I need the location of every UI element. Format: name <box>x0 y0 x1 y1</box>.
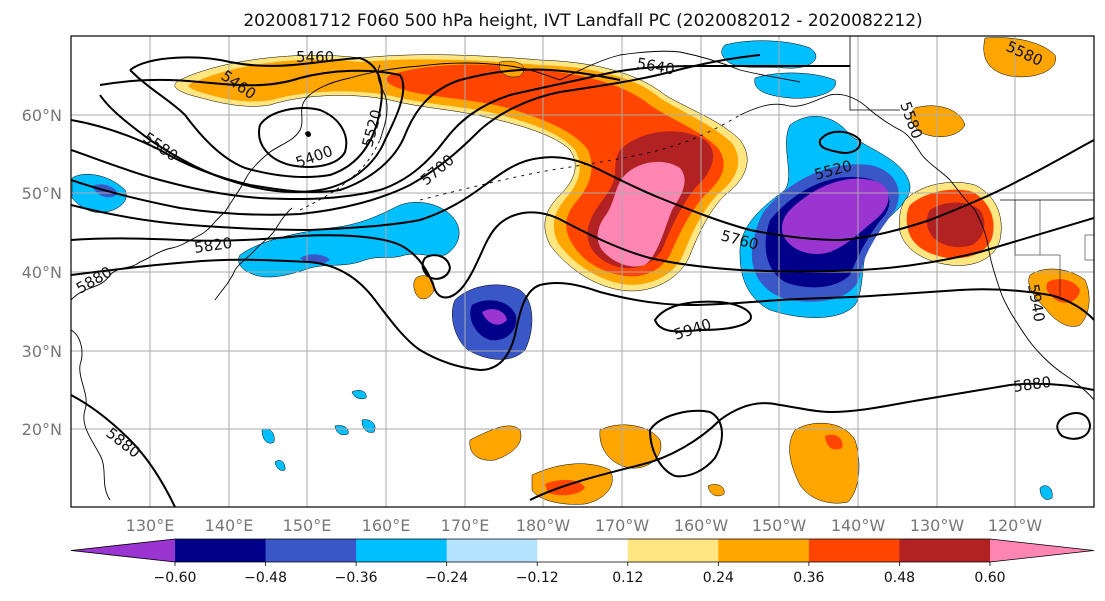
contour-5520 <box>99 69 405 193</box>
positive-region-pnw-small <box>910 105 966 137</box>
lon-tick-label: 170°E <box>441 516 490 535</box>
lon-tick-label: 150°E <box>283 516 332 535</box>
colorbar-tick-label: 0.24 <box>703 570 734 586</box>
lon-tick-label: 160°E <box>362 516 411 535</box>
negative-region-aleutian-north-2 <box>754 72 836 99</box>
colorbar-segment <box>446 539 538 562</box>
contour-5880 <box>71 258 1094 372</box>
negative-island-5 <box>274 460 286 471</box>
positive-region-pnw-core <box>926 202 985 248</box>
positive-region-main-core <box>597 161 685 267</box>
negative-region-central-core <box>482 309 507 325</box>
lon-tick-label: 160°W <box>674 516 729 535</box>
height-contours <box>71 54 1094 507</box>
colorbar-extension-max <box>990 539 1094 562</box>
colorbar-tick-label: 0.60 <box>974 570 1005 586</box>
lon-tick-label: 140°W <box>831 516 886 535</box>
positive-region-south-2-core <box>545 479 585 496</box>
contour-5880-sw <box>71 394 176 507</box>
ivt-shading <box>71 37 1090 505</box>
contour-label: 5880 <box>1012 373 1052 396</box>
lon-tick-label: 130°E <box>126 516 175 535</box>
colorbar-tick-label: 0.12 <box>612 570 643 586</box>
lat-axis: 60°N 50°N 40°N 30°N 20°N <box>22 106 62 439</box>
contour-5580 <box>71 68 621 194</box>
contour-5940 <box>653 300 752 333</box>
colorbar-tick-label: −0.36 <box>335 570 378 586</box>
positive-region-south-5 <box>707 484 725 497</box>
map-panel: 5460 5460 5520 5400 5580 5700 5640 5580 … <box>71 36 1094 507</box>
coastline-asia <box>71 62 561 301</box>
negative-island-6 <box>1039 485 1053 500</box>
lon-tick-label: 170°W <box>595 516 650 535</box>
positive-region-top-right <box>983 37 1056 78</box>
coastline-japan <box>214 207 293 301</box>
lon-tick-label: 150°W <box>752 516 807 535</box>
colorbar-tick-label: −0.48 <box>244 570 287 586</box>
colorbar-tick-label: 0.36 <box>793 570 824 586</box>
contour-5880-tc <box>1056 412 1092 440</box>
contour-5580-se <box>818 130 862 154</box>
contour-5820-loop <box>648 409 723 478</box>
lat-tick-label: 20°N <box>22 420 62 439</box>
colorbar-segment <box>356 539 448 562</box>
colorbar-segment <box>718 539 810 562</box>
contour-5700 <box>71 54 761 216</box>
lat-tick-label: 50°N <box>22 184 62 203</box>
colorbar-segment <box>899 539 991 562</box>
colorbar-tick-label: −0.12 <box>516 570 559 586</box>
negative-region-goa-core <box>781 178 889 255</box>
colorbar-tick-label: −0.60 <box>154 570 197 586</box>
lat-tick-label: 40°N <box>22 263 62 282</box>
colorbar-segment <box>627 539 719 562</box>
contour-5820 <box>71 211 1094 299</box>
colorbar-tick-label: 0.48 <box>884 570 915 586</box>
border-alaska-canada <box>849 36 900 111</box>
coastline-bc <box>974 209 1094 401</box>
coastline-aleutians <box>419 114 741 201</box>
contour-label: 5820 <box>193 234 233 257</box>
contour-5640 <box>71 65 850 201</box>
coastlines <box>71 36 1094 501</box>
colorbar-extension-min <box>71 539 175 562</box>
colorbar-segment <box>808 539 900 562</box>
contour-label: 5460 <box>296 48 334 66</box>
lon-tick-label: 140°E <box>205 516 254 535</box>
lon-tick-label: 180°W <box>516 516 571 535</box>
coastline-asia-south <box>71 329 111 501</box>
contour-5880-small <box>421 254 452 280</box>
contour-5460 <box>129 56 383 179</box>
negative-island-3 <box>334 425 349 435</box>
contour-5400 <box>258 107 348 168</box>
colorbar: −0.60 −0.48 −0.36 −0.24 −0.12 0.12 0.24 0.36 0.4… <box>70 538 1095 586</box>
lon-tick-label: 130°W <box>910 516 965 535</box>
colorbar-segment <box>537 539 629 562</box>
positive-region-south-4-core <box>825 434 843 450</box>
map-frame <box>70 35 1095 508</box>
negative-island-2 <box>351 390 367 399</box>
low-center-marker <box>305 131 311 138</box>
colorbar-segment <box>175 539 267 562</box>
coastline-kurils <box>299 139 381 211</box>
contour-5880-south <box>529 382 1094 501</box>
map-title: 2020081712 F060 500 hPa height, IVT Land… <box>243 11 922 31</box>
contour-5760 <box>71 139 1094 242</box>
positive-region-south-1 <box>469 425 522 461</box>
colorbar-segment <box>265 539 357 562</box>
lat-tick-label: 60°N <box>22 106 62 125</box>
border-us-states <box>1014 200 1094 300</box>
coastline-alaska <box>739 93 976 211</box>
coastline-alaska-north <box>559 50 801 83</box>
colorbar-tick-label: −0.24 <box>425 570 468 586</box>
lon-tick-label: 120°W <box>988 516 1043 535</box>
lon-axis: 130°E 140°E 150°E 160°E 170°E 180°W 170°… <box>126 516 1043 535</box>
lat-tick-label: 30°N <box>22 342 62 361</box>
